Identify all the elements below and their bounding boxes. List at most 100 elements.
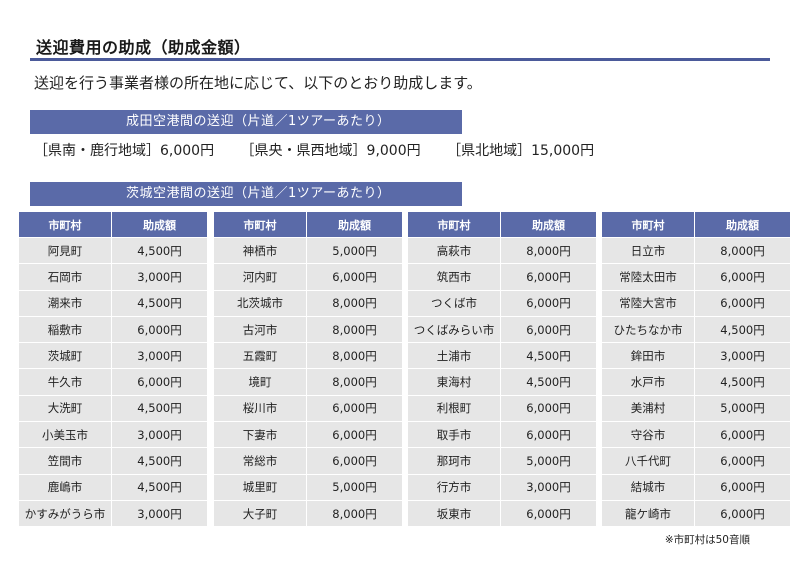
table-row: 神栖市 5,000円 <box>213 236 403 265</box>
subsidy-table-3: 市町村 助成額 高萩市 8,000円 筑西市 6,000円 つくば市 6,000円 つくばみらい… <box>407 211 597 528</box>
city-cell: 那珂市 <box>407 447 501 475</box>
page-title: 送迎費用の助成（助成金額） <box>36 38 251 57</box>
amount-cell: 4,500円 <box>500 368 597 396</box>
city-cell: 稲敷市 <box>18 315 112 344</box>
subsidy-table-4: 市町村 助成額 日立市 8,000円 常陸太田市 6,000円 常陸大宮市 6,000円 ひたち… <box>601 211 791 528</box>
amount-cell: 4,500円 <box>694 368 791 396</box>
city-cell: 大洗町 <box>18 394 112 423</box>
city-cell: 常陸太田市 <box>601 263 695 291</box>
amount-cell: 8,000円 <box>306 289 403 317</box>
city-cell: 八千代町 <box>601 447 695 475</box>
amount-cell: 6,000円 <box>306 421 403 449</box>
amount-cell: 6,000円 <box>306 263 403 291</box>
column-header-amount: 助成額 <box>694 211 791 238</box>
amount-cell: 6,000円 <box>111 315 208 344</box>
column-header-amount: 助成額 <box>500 211 597 238</box>
column-header-city: 市町村 <box>407 211 501 238</box>
amount-cell: 6,000円 <box>500 263 597 291</box>
city-cell: 龍ケ崎市 <box>601 499 695 528</box>
city-cell: 常総市 <box>213 447 307 475</box>
table-row: 笠間市 4,500円 <box>18 447 208 475</box>
table-row: 東海村 4,500円 <box>407 368 597 396</box>
table-row: 取手市 6,000円 <box>407 421 597 449</box>
amount-cell: 6,000円 <box>306 447 403 475</box>
table-row: 五霞町 8,000円 <box>213 342 403 370</box>
city-cell: 阿見町 <box>18 236 112 265</box>
column-header-city: 市町村 <box>213 211 307 238</box>
table-row: 北茨城市 8,000円 <box>213 289 403 317</box>
amount-cell: 8,000円 <box>306 499 403 528</box>
table-row: 常総市 6,000円 <box>213 447 403 475</box>
amount-cell: 8,000円 <box>306 368 403 396</box>
city-cell: 北茨城市 <box>213 289 307 317</box>
column-header-amount: 助成額 <box>306 211 403 238</box>
city-cell: 結城市 <box>601 473 695 501</box>
amount-cell: 4,500円 <box>111 289 208 317</box>
city-cell: 水戸市 <box>601 368 695 396</box>
amount-cell: 5,000円 <box>500 447 597 475</box>
city-cell: 潮来市 <box>18 289 112 317</box>
table-row: 常陸太田市 6,000円 <box>601 263 791 291</box>
city-cell: 牛久市 <box>18 368 112 396</box>
table-row: 阿見町 4,500円 <box>18 236 208 265</box>
amount-cell: 5,000円 <box>306 236 403 265</box>
city-cell: 河内町 <box>213 263 307 291</box>
city-cell: 坂東市 <box>407 499 501 528</box>
table-row: 城里町 5,000円 <box>213 473 403 501</box>
narita-amount-south: ［県南・鹿行地域］6,000円 <box>34 143 215 159</box>
table-row: 土浦市 4,500円 <box>407 342 597 370</box>
table-row: 高萩市 8,000円 <box>407 236 597 265</box>
amount-cell: 8,000円 <box>306 315 403 344</box>
amount-cell: 6,000円 <box>694 263 791 291</box>
city-cell: 境町 <box>213 368 307 396</box>
table-row: 下妻市 6,000円 <box>213 421 403 449</box>
city-cell: 下妻市 <box>213 421 307 449</box>
table-row: ひたちなか市 4,500円 <box>601 315 791 344</box>
city-cell: 鉾田市 <box>601 342 695 370</box>
city-cell: 行方市 <box>407 473 501 501</box>
city-cell: 大子町 <box>213 499 307 528</box>
table-row: 行方市 3,000円 <box>407 473 597 501</box>
table-row: つくば市 6,000円 <box>407 289 597 317</box>
city-cell: かすみがうら市 <box>18 499 112 528</box>
table-row: 牛久市 6,000円 <box>18 368 208 396</box>
amount-cell: 6,000円 <box>500 315 597 344</box>
amount-cell: 3,000円 <box>500 473 597 501</box>
city-cell: 土浦市 <box>407 342 501 370</box>
amount-cell: 5,000円 <box>306 473 403 501</box>
amount-cell: 3,000円 <box>694 342 791 370</box>
amount-cell: 6,000円 <box>694 289 791 317</box>
amount-cell: 6,000円 <box>694 447 791 475</box>
amount-cell: 4,500円 <box>111 236 208 265</box>
amount-cell: 6,000円 <box>694 473 791 501</box>
narita-heading: 成田空港間の送迎（片道／1ツアーあたり） <box>30 110 462 134</box>
column-header-city: 市町村 <box>18 211 112 238</box>
amount-cell: 4,500円 <box>111 473 208 501</box>
table-row: 河内町 6,000円 <box>213 263 403 291</box>
city-cell: 古河市 <box>213 315 307 344</box>
city-cell: 城里町 <box>213 473 307 501</box>
amount-cell: 6,000円 <box>500 421 597 449</box>
table-row: 坂東市 6,000円 <box>407 499 597 528</box>
amount-cell: 6,000円 <box>500 289 597 317</box>
city-cell: 石岡市 <box>18 263 112 291</box>
amount-cell: 5,000円 <box>694 394 791 423</box>
city-cell: 神栖市 <box>213 236 307 265</box>
amount-cell: 6,000円 <box>694 499 791 528</box>
table-row: 那珂市 5,000円 <box>407 447 597 475</box>
table-row: 鹿嶋市 4,500円 <box>18 473 208 501</box>
table-row: 水戸市 4,500円 <box>601 368 791 396</box>
table-row: 結城市 6,000円 <box>601 473 791 501</box>
city-cell: 小美玉市 <box>18 421 112 449</box>
city-cell: 高萩市 <box>407 236 501 265</box>
table-row: 桜川市 6,000円 <box>213 394 403 423</box>
city-cell: 東海村 <box>407 368 501 396</box>
amount-cell: 6,000円 <box>694 421 791 449</box>
amount-cell: 6,000円 <box>500 394 597 423</box>
intro-text: 送迎を行う事業者様の所在地に応じて、以下のとおり助成します。 <box>34 74 482 92</box>
column-header-amount: 助成額 <box>111 211 208 238</box>
city-cell: 常陸大宮市 <box>601 289 695 317</box>
table-row: つくばみらい市 6,000円 <box>407 315 597 344</box>
column-header-city: 市町村 <box>601 211 695 238</box>
table-row: 石岡市 3,000円 <box>18 263 208 291</box>
